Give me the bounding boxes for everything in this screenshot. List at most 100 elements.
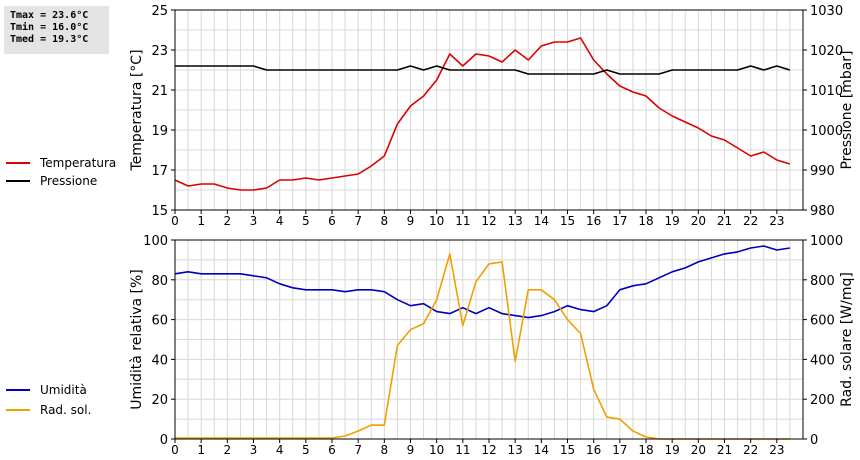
y2-tick-label: 1030 [810, 4, 843, 19]
x-tick-label: 6 [328, 214, 336, 228]
series-line-pressione [175, 65, 791, 75]
x-tick-label: 20 [691, 214, 706, 228]
x-tick-label: 23 [769, 443, 784, 457]
legend-swatch-temperatura [6, 162, 30, 164]
legend-swatch-pressione [6, 180, 30, 182]
x-tick-label: 3 [250, 214, 258, 228]
y2-tick-label: 980 [810, 204, 835, 219]
y2-tick-label: 1000 [810, 234, 843, 249]
stats-box: Tmax = 23.6°C Tmin = 16.0°C Tmed = 19.3°… [4, 6, 109, 54]
series-line-temperatura [174, 37, 791, 191]
legend-label-radsol: Rad. sol. [40, 403, 92, 417]
y-tick-label: 19 [151, 124, 168, 139]
tmed-text: Tmed = 19.3°C [10, 34, 89, 45]
y-tick-label: 23 [151, 44, 168, 59]
x-tick-label: 10 [429, 443, 444, 457]
x-tick-label: 9 [407, 214, 415, 228]
x-tick-label: 12 [481, 443, 496, 457]
y-tick-label: 80 [151, 274, 168, 289]
legend-item-umidita: Umidità [6, 378, 91, 401]
y-tick-label: 60 [151, 314, 168, 329]
x-tick-label: 7 [354, 443, 362, 457]
y-axis-label: Temperatura [°C] [129, 49, 145, 171]
x-tick-label: 22 [743, 443, 758, 457]
chart-panel-top: 0 1 2 3 4 5 6 7 8 9 10 11 12 13 14 15 16 17 18 19 20 21 22 2315… [129, 4, 855, 228]
x-tick-label: 4 [276, 443, 284, 457]
y2-tick-label: 200 [810, 393, 835, 408]
x-tick-label: 1 [197, 214, 205, 228]
legend-bottom: Umidità Rad. sol. [6, 378, 91, 419]
x-tick-label: 8 [381, 443, 389, 457]
x-tick-label: 22 [743, 214, 758, 228]
x-tick-label: 2 [224, 443, 232, 457]
x-tick-label: 15 [560, 214, 575, 228]
y-tick-label: 40 [151, 353, 168, 368]
x-tick-label: 14 [534, 214, 549, 228]
series-line-umidit [174, 245, 791, 319]
x-tick-label: 7 [354, 214, 362, 228]
x-tick-label: 23 [769, 214, 784, 228]
x-tick-label: 9 [407, 443, 415, 457]
x-tick-label: 17 [612, 443, 627, 457]
y2-tick-label: 600 [810, 314, 835, 329]
legend-label-umidita: Umidità [40, 382, 87, 397]
legend-item-pressione: Pressione [6, 172, 116, 190]
x-tick-label: 5 [302, 214, 310, 228]
x-tick-label: 4 [276, 214, 284, 228]
x-tick-label: 21 [717, 214, 732, 228]
x-tick-label: 10 [429, 214, 444, 228]
x-tick-label: 12 [481, 214, 496, 228]
tmax-text: Tmax = 23.6°C [10, 10, 89, 21]
legend-label-temperatura: Temperatura [40, 156, 117, 170]
chart-panel-bottom: 0 1 2 3 4 5 6 7 8 9 10 11 12 13 14 15 16 17 18 19 20 21 22 2302… [129, 234, 855, 457]
x-tick-label: 16 [586, 214, 601, 228]
x-tick-label: 16 [586, 443, 601, 457]
y-tick-label: 0 [160, 433, 168, 448]
legend-item-radsol: Rad. sol. [6, 401, 91, 419]
x-tick-label: 18 [638, 214, 653, 228]
x-tick-label: 14 [534, 443, 549, 457]
x-tick-label: 2 [224, 214, 232, 228]
y-tick-label: 21 [151, 84, 168, 99]
y-tick-label: 17 [151, 164, 168, 179]
y2-tick-label: 400 [810, 353, 835, 368]
y2-axis-label: Rad. solare [W/mq] [839, 272, 855, 407]
y2-tick-label: 1020 [810, 44, 843, 59]
tmin-text: Tmin = 16.0°C [10, 22, 89, 33]
x-tick-label: 19 [665, 214, 680, 228]
y-axis-label: Umidità relativa [%] [129, 269, 145, 410]
y-tick-label: 15 [151, 204, 168, 219]
x-tick-label: 13 [508, 214, 523, 228]
legend-item-temperatura: Temperatura [6, 154, 116, 172]
x-tick-label: 13 [508, 443, 523, 457]
legend-swatch-umidita [6, 388, 30, 391]
x-tick-label: 1 [197, 443, 205, 457]
x-tick-label: 0 [171, 443, 179, 457]
x-tick-label: 19 [665, 443, 680, 457]
x-tick-label: 21 [717, 443, 732, 457]
x-tick-label: 0 [171, 214, 179, 228]
y2-tick-label: 0 [810, 433, 818, 448]
x-tick-label: 3 [250, 443, 258, 457]
series-line-radsol [175, 253, 790, 440]
y2-tick-label: 800 [810, 274, 835, 289]
y2-axis-label: Pressione [mbar] [839, 50, 855, 169]
x-tick-label: 20 [691, 443, 706, 457]
y-tick-label: 25 [151, 4, 168, 19]
y2-tick-label: 1000 [810, 124, 843, 139]
y-tick-label: 20 [151, 393, 168, 408]
x-tick-label: 15 [560, 443, 575, 457]
legend-swatch-radsol [6, 409, 30, 411]
legend-top: Temperatura Pressione [6, 154, 116, 190]
x-tick-label: 17 [612, 214, 627, 228]
x-tick-label: 8 [381, 214, 389, 228]
y2-tick-label: 1010 [810, 84, 843, 99]
x-tick-label: 11 [455, 214, 470, 228]
x-tick-label: 18 [638, 443, 653, 457]
x-tick-label: 6 [328, 443, 336, 457]
y2-tick-label: 990 [810, 164, 835, 179]
y-tick-label: 100 [143, 234, 168, 249]
legend-label-pressione: Pressione [40, 174, 98, 188]
x-tick-label: 11 [455, 443, 470, 457]
